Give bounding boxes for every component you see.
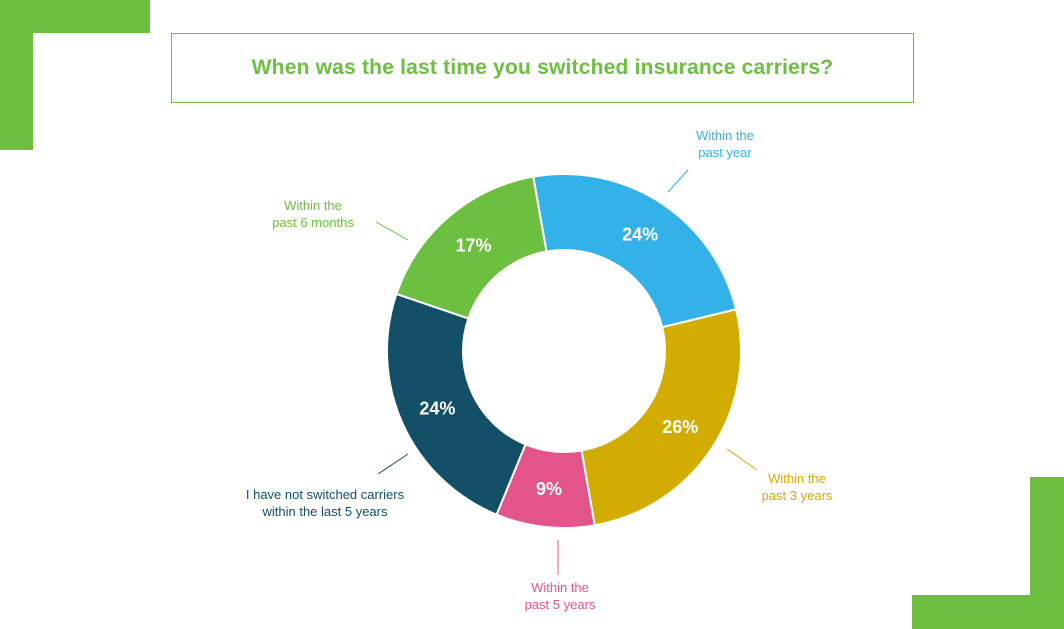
slice-within-the-past-year <box>532 173 738 329</box>
slice-within-the-past-6-months <box>395 175 548 320</box>
leader-line-within-the-past-6-months <box>375 221 409 241</box>
value-label-within-the-past-6-months: 17% <box>456 235 492 255</box>
category-label-within-the-past-6-months: Within the past 6 months <box>272 198 354 230</box>
category-label-within-the-past-5-years: Within the past 5 years <box>525 580 596 612</box>
leader-line-within-the-past-3-years <box>726 448 758 471</box>
slice-within-the-past-3-years <box>580 308 742 527</box>
category-label-i-have-not-switched-carriers-within-the-last-5-years: I have not switched carriers within the l… <box>246 487 405 519</box>
slice-i-have-not-switched-carriers-within-the-last-5-years <box>386 292 527 516</box>
category-label-within-the-past-3-years: Within the past 3 years <box>762 471 833 503</box>
corner-bracket-top-left <box>0 0 150 150</box>
title-box: When was the last time you switched insu… <box>171 33 914 103</box>
value-label-within-the-past-5-years: 9% <box>536 479 562 499</box>
value-label-within-the-past-year: 24% <box>622 225 658 245</box>
leader-line-within-the-past-year <box>667 169 689 193</box>
corner-bracket-bottom-right <box>912 477 1064 629</box>
chart-title: When was the last time you switched insu… <box>251 56 834 79</box>
leader-line-i-have-not-switched-carriers-within-the-last-5-years <box>377 453 409 475</box>
value-label-i-have-not-switched-carriers-within-the-last-5-years: 24% <box>419 398 455 418</box>
value-label-within-the-past-3-years: 26% <box>662 417 698 437</box>
category-label-within-the-past-year: Within the past year <box>696 128 754 160</box>
